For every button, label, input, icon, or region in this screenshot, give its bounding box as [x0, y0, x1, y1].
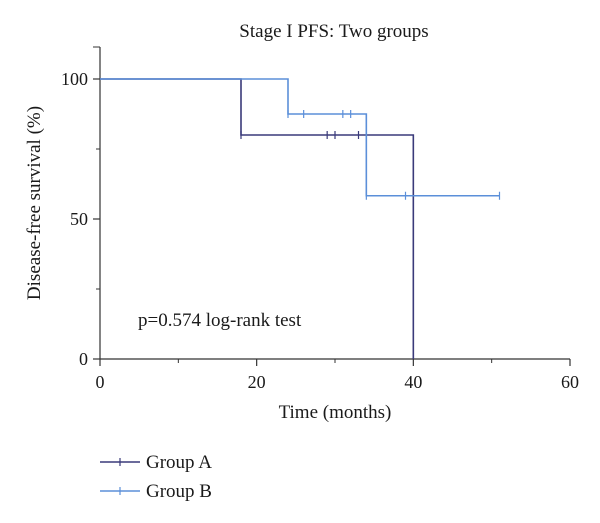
- y-tick-label: 50: [70, 209, 88, 229]
- y-tick-label: 0: [79, 349, 88, 369]
- x-tick-label: 40: [404, 372, 422, 392]
- y-axis-label: Disease-free survival (%): [24, 106, 45, 300]
- ticks: 0 20 40 60 0 50 100: [61, 46, 579, 392]
- y-tick-label: 100: [61, 69, 88, 89]
- series-line-group-b: [100, 78, 500, 197]
- x-tick-label: 60: [561, 372, 579, 392]
- chart-title: Stage I PFS: Two groups: [239, 21, 428, 42]
- legend: Group A Group B: [100, 452, 212, 502]
- x-tick-label: 20: [248, 372, 266, 392]
- legend-label: Group B: [146, 481, 212, 502]
- p-value-annotation: p=0.574 log-rank test: [138, 310, 302, 331]
- legend-label: Group A: [146, 452, 212, 473]
- x-tick-label: 0: [96, 372, 105, 392]
- x-axis-label: Time (months): [279, 402, 392, 423]
- censor-marks: [240, 110, 501, 200]
